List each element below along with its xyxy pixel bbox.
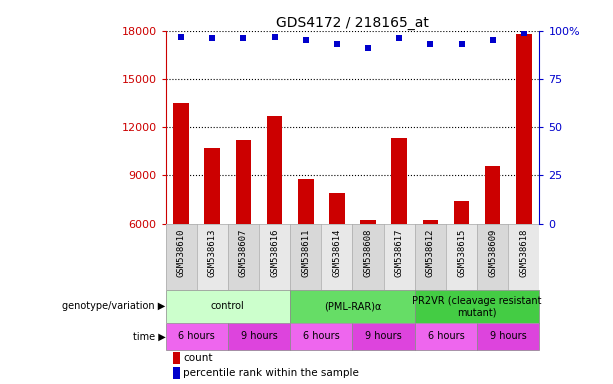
Text: 6 hours: 6 hours — [178, 331, 215, 341]
Text: 6 hours: 6 hours — [303, 331, 340, 341]
Point — [176, 33, 186, 40]
Bar — [392, 138, 407, 223]
Bar — [290, 323, 352, 350]
Text: GSM538618: GSM538618 — [519, 229, 528, 277]
Point — [238, 35, 248, 41]
Text: percentile rank within the sample: percentile rank within the sample — [183, 368, 359, 378]
Bar — [360, 220, 376, 223]
Text: GSM538609: GSM538609 — [488, 229, 497, 277]
Bar — [508, 223, 539, 290]
Text: GSM538612: GSM538612 — [426, 229, 435, 277]
Text: GSM538607: GSM538607 — [239, 229, 248, 277]
Bar — [477, 223, 508, 290]
Point — [425, 41, 435, 47]
Point — [394, 35, 404, 41]
Text: GSM538616: GSM538616 — [270, 229, 279, 277]
Bar — [477, 323, 539, 350]
Text: 9 hours: 9 hours — [241, 331, 277, 341]
Text: 6 hours: 6 hours — [428, 331, 464, 341]
Bar — [415, 223, 446, 290]
Bar — [235, 140, 251, 223]
Text: GSM538613: GSM538613 — [208, 229, 217, 277]
Bar — [267, 116, 283, 223]
Bar — [485, 166, 500, 223]
Point — [457, 41, 466, 47]
Bar — [197, 223, 228, 290]
Bar — [415, 323, 477, 350]
Text: PR2VR (cleavage resistant
mutant): PR2VR (cleavage resistant mutant) — [413, 296, 542, 317]
Bar — [422, 220, 438, 223]
Bar — [290, 223, 321, 290]
Bar — [290, 290, 415, 323]
Title: GDS4172 / 218165_at: GDS4172 / 218165_at — [276, 16, 429, 30]
Bar — [321, 223, 352, 290]
Bar — [516, 34, 531, 223]
Bar — [329, 193, 345, 223]
Text: time ▶: time ▶ — [133, 331, 166, 341]
Point — [363, 45, 373, 51]
Point — [270, 33, 280, 40]
Text: genotype/variation ▶: genotype/variation ▶ — [63, 301, 166, 311]
Text: GSM538608: GSM538608 — [364, 229, 373, 277]
Bar — [228, 223, 259, 290]
Point — [488, 37, 498, 43]
Point — [519, 30, 529, 36]
Bar — [352, 323, 415, 350]
Bar — [228, 323, 290, 350]
Text: GSM538610: GSM538610 — [177, 229, 186, 277]
Bar — [166, 223, 197, 290]
Text: GSM538615: GSM538615 — [457, 229, 466, 277]
Bar — [352, 223, 384, 290]
Text: GSM538614: GSM538614 — [332, 229, 341, 277]
Point — [301, 37, 311, 43]
Bar — [298, 179, 313, 223]
Bar — [173, 103, 189, 223]
Point — [332, 41, 342, 47]
Text: count: count — [183, 353, 213, 363]
Bar — [454, 201, 470, 223]
Bar — [446, 223, 477, 290]
Bar — [173, 367, 180, 379]
Point — [207, 35, 217, 41]
Text: 9 hours: 9 hours — [365, 331, 402, 341]
Bar — [173, 352, 180, 364]
Text: GSM538611: GSM538611 — [301, 229, 310, 277]
Text: 9 hours: 9 hours — [490, 331, 527, 341]
Bar — [166, 290, 290, 323]
Bar — [415, 290, 539, 323]
Text: GSM538617: GSM538617 — [395, 229, 404, 277]
Text: (PML-RAR)α: (PML-RAR)α — [324, 301, 381, 311]
Bar — [166, 323, 228, 350]
Bar — [205, 148, 220, 223]
Text: control: control — [211, 301, 245, 311]
Bar — [384, 223, 415, 290]
Bar — [259, 223, 290, 290]
